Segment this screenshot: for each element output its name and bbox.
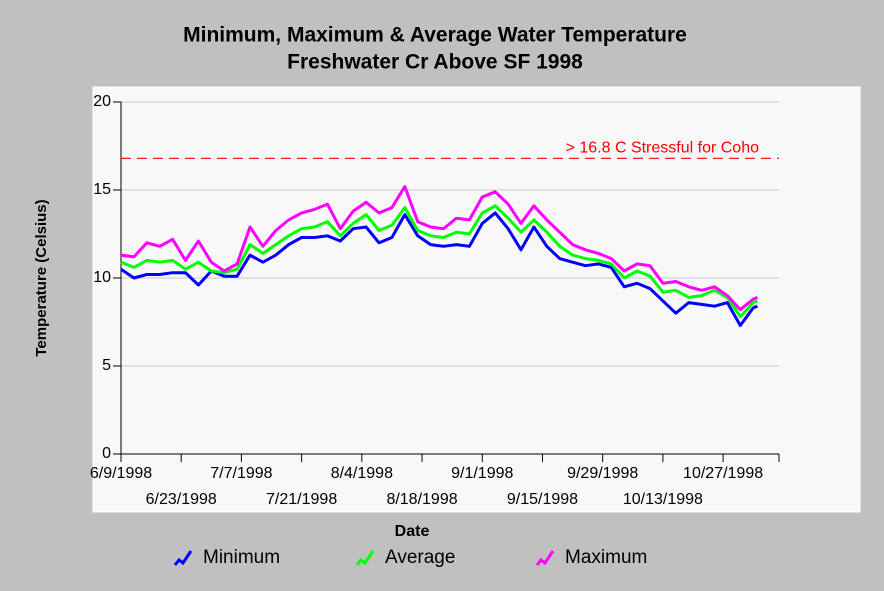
x-tick-label: 9/29/1998 <box>567 465 638 482</box>
x-tick-label: 9/15/1998 <box>507 491 578 508</box>
y-tick-label: 5 <box>102 357 111 374</box>
x-tick-label: 10/27/1998 <box>683 465 763 482</box>
x-tick-label: 7/21/1998 <box>266 491 337 508</box>
x-tick-label: 10/13/1998 <box>623 491 703 508</box>
series-line <box>120 211 759 327</box>
legend-label: Maximum <box>565 547 647 568</box>
x-axis-label: Date <box>395 523 430 540</box>
legend-icon <box>535 550 555 566</box>
legend-label: Average <box>385 547 455 568</box>
legend-icon <box>355 550 375 566</box>
y-tick-label: 0 <box>102 445 111 462</box>
x-tick-label: 7/7/1998 <box>210 465 272 482</box>
chart-subtitle: Freshwater Cr Above SF 1998 <box>287 51 583 74</box>
x-tick-label: 8/18/1998 <box>386 491 457 508</box>
legend-label: Minimum <box>203 547 280 568</box>
legend-icon <box>173 550 193 566</box>
x-tick-label: 6/23/1998 <box>146 491 217 508</box>
x-tick-label: 8/4/1998 <box>331 465 393 482</box>
x-tick-label: 9/1/1998 <box>451 465 513 482</box>
series-line <box>120 185 759 312</box>
series-line <box>120 204 759 319</box>
reference-label: > 16.8 C Stressful for Coho <box>566 140 760 157</box>
y-tick-label: 10 <box>93 269 111 286</box>
y-axis-label: Temperature (Celsius) <box>33 199 50 356</box>
x-tick-label: 6/9/1998 <box>90 465 152 482</box>
y-tick-label: 15 <box>93 181 111 198</box>
chart-title: Minimum, Maximum & Average Water Tempera… <box>183 24 687 47</box>
y-tick-label: 20 <box>93 93 111 110</box>
